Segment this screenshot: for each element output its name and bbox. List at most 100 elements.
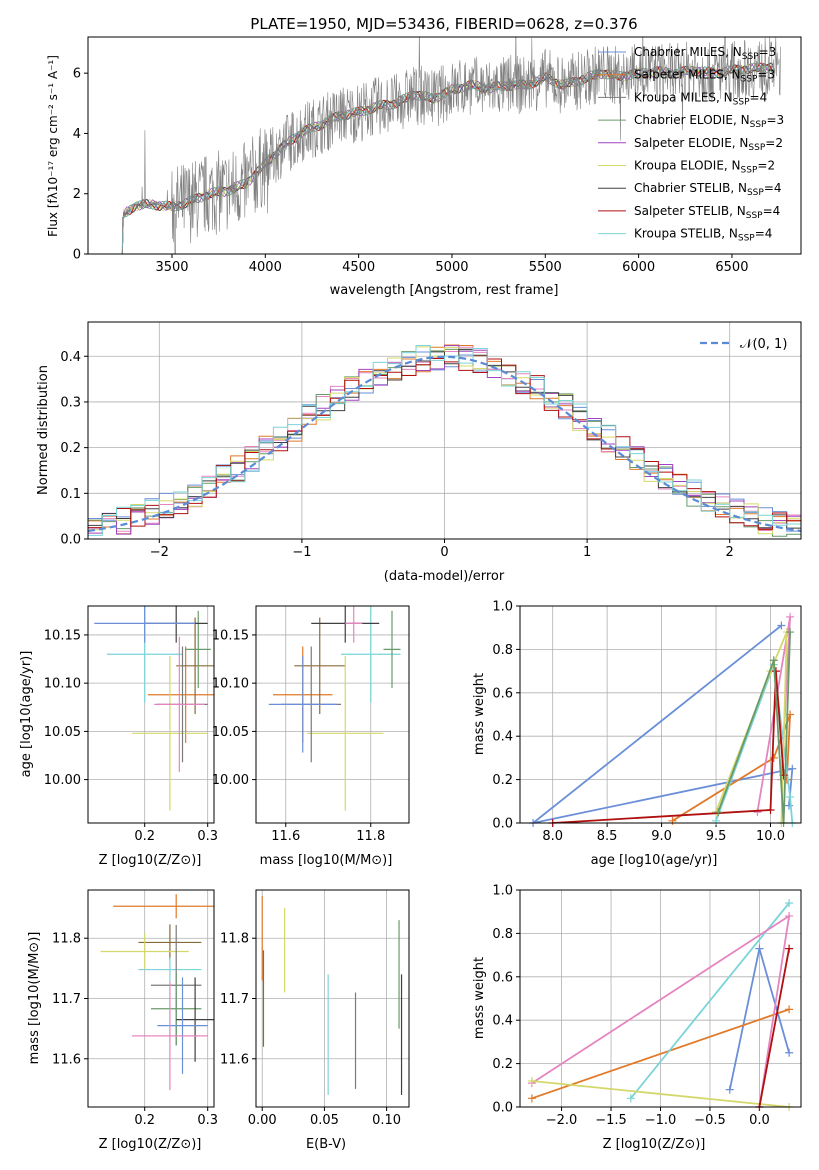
panel3-ticklabel-x: 0.2: [134, 829, 155, 844]
panel1-legend-label: Salpeter ELODIE, NSSP=2: [634, 136, 783, 153]
panel8-ticklabel-y: 1.0: [492, 884, 513, 899]
panel2-ticklabel-x: 1: [583, 545, 591, 560]
panel7-ticklabel-y: 11.8: [220, 932, 249, 947]
panel4-ticklabel-x: 11.8: [356, 829, 385, 844]
panel1-legend-label: Chabrier MILES, NSSP=3: [634, 45, 776, 62]
panel2-legend-label: 𝒩(0, 1): [740, 337, 787, 352]
panel2-ticklabel-y: 0.0: [60, 533, 81, 548]
panel3-ylabel: age [log10(age/yr)]: [19, 651, 34, 778]
panel1-legend-label: Kroupa STELIB, NSSP=4: [634, 227, 772, 244]
panel4-xlabel: mass [log10(M/M⊙)]: [260, 853, 393, 868]
panel8-ticklabel-y: 0.0: [492, 1101, 513, 1116]
panel8-ticklabel-y: 0.6: [492, 970, 513, 985]
panel8-ticklabel-x: −0.5: [694, 1113, 726, 1128]
panel5-ticklabel-y: 0.8: [492, 643, 513, 658]
panel5-ticklabel-y: 0.0: [492, 817, 513, 832]
panel5-marker: [786, 628, 795, 637]
panel7-ticklabel-x: 0.00: [248, 1113, 277, 1128]
panel2-ticklabel-y: 0.3: [60, 395, 81, 410]
panel1-legend-label: Chabrier ELODIE, NSSP=3: [634, 113, 784, 130]
panel1-legend-label: Salpeter MILES, NSSP=3: [634, 68, 775, 85]
panel7-axes: 0.00 0.05 0.10 11.6 11.7 11.8: [220, 889, 410, 1128]
panel5-ticklabel-y: 0.6: [492, 686, 513, 701]
panel8-ylabel: mass weight: [472, 957, 487, 1039]
panel8-marker: [527, 1076, 536, 1085]
panel8-marker: [755, 944, 764, 953]
panel8-marker: [785, 912, 794, 921]
panel5-marker: [712, 816, 721, 825]
panel1-xlabel: wavelength [Angstrom, rest frame]: [330, 283, 559, 298]
panel2-ticklabel-x: 0: [440, 545, 448, 560]
panel4-ticklabel-y: 10.10: [212, 677, 249, 692]
panel5-ticklabel-y: 1.0: [492, 600, 513, 615]
panel8-ticklabel-y: 0.8: [492, 927, 513, 942]
panel3-ticklabel-x: 0.3: [197, 829, 218, 844]
panel8-frame: [519, 889, 802, 1108]
panel5-marker: [769, 753, 778, 762]
panel6-ticklabel-y: 11.6: [52, 1052, 81, 1067]
panel5-marker: [766, 805, 775, 814]
panel6-ticklabel-y: 11.8: [52, 932, 81, 947]
panel7-ticklabel-x: 0.10: [372, 1113, 401, 1128]
panel1-ticklabel-y: 4: [73, 127, 81, 142]
panel1-frame: [87, 36, 802, 255]
panel5-marker: [788, 764, 797, 773]
panel2-ticklabel-y: 0.2: [60, 441, 81, 456]
panel8-series-line: [758, 948, 790, 1107]
panel3-frame: [87, 605, 215, 824]
panel8-xlabel: Z [log10(Z/Z⊙)]: [603, 1137, 706, 1152]
panel1-legend-label: Kroupa ELODIE, NSSP=2: [634, 159, 775, 176]
panel1-ticklabel-y: 0: [73, 248, 81, 263]
panel5-ticklabel-x: 9.5: [706, 829, 727, 844]
panel8-series-line: [630, 902, 790, 1099]
panel6-ticklabel-x: 0.2: [134, 1113, 155, 1128]
panel2-ylabel: Normed distribution: [36, 365, 51, 495]
panel2-ticklabel-y: 0.1: [60, 487, 81, 502]
panel1-ticklabel-x: 6000: [622, 260, 655, 275]
panel1-ticklabel-x: 6500: [715, 260, 748, 275]
panel8-ticklabel-y: 0.4: [492, 1014, 513, 1029]
panel1-ticklabel-y: 6: [73, 67, 81, 82]
panel5-ticklabel-x: 8.0: [542, 829, 563, 844]
panel5-ylabel: mass weight: [472, 673, 487, 755]
panel2-normal-curve: [88, 355, 801, 533]
panel8-axes: −2.0 −1.5 −1.0 −0.5 0.0 0.0 0.2 0.4 0.6 0.8 1.0: [492, 884, 802, 1128]
panel5-series-line: [532, 624, 794, 823]
panel6-frame: [87, 889, 215, 1108]
panel5-ticklabel-x: 9.0: [651, 829, 672, 844]
panel7-xlabel: E(B-V): [306, 1137, 346, 1152]
panel6-axes: 0.2 0.3 11.6 11.7 11.8: [52, 889, 218, 1128]
panel1-title: PLATE=1950, MJD=53436, FIBERID=0628, z=0…: [250, 15, 637, 33]
panel8-marker: [785, 1048, 794, 1057]
panel3-ticklabel-y: 10.05: [44, 725, 81, 740]
panel8-ticklabel-x: 0.0: [749, 1113, 770, 1128]
panel2-ticklabel-y: 0.4: [60, 350, 81, 365]
panel6-ylabel: mass [log10(M/M⊙)]: [27, 932, 42, 1065]
panel4-ticklabel-y: 10.00: [212, 773, 249, 788]
panel7-ticklabel-x: 0.05: [310, 1113, 339, 1128]
panel1-ticklabel-x: 5000: [435, 260, 468, 275]
panel3-ticklabel-y: 10.00: [44, 773, 81, 788]
panel5-marker: [786, 612, 795, 621]
panel8-ticklabel-x: −1.5: [595, 1113, 627, 1128]
panel1-ticklabel-y: 2: [73, 187, 81, 202]
panel8-ticklabel-y: 0.2: [492, 1057, 513, 1072]
panel6-ticklabel-x: 0.3: [197, 1113, 218, 1128]
panel5-series-line: [717, 631, 791, 823]
panel1-legend-label: Kroupa MILES, NSSP=4: [634, 90, 767, 107]
panel7-ticklabel-y: 11.7: [220, 992, 249, 1007]
panel1-ticklabel-x: 5500: [529, 260, 562, 275]
panel5-ticklabel-y: 0.2: [492, 773, 513, 788]
panel3-axes: 0.2 0.3 10.00 10.05 10.10 10.15: [44, 605, 218, 844]
panel7-frame: [255, 889, 410, 1108]
panel4-frame: [255, 605, 410, 824]
panel5-xlabel: age [log10(age/yr)]: [591, 853, 718, 868]
panel5-ticklabel-x: 10.0: [756, 829, 785, 844]
panel7-ticklabel-y: 11.6: [220, 1052, 249, 1067]
panel8-series-line: [531, 1008, 790, 1100]
panel5-marker: [771, 667, 780, 676]
panel2-ticklabel-x: −2: [150, 545, 169, 560]
panel1-axes: 3500 4000 4500 5000 5500 6000 6500 0 2 4 6 Chabrier…: [73, 36, 802, 275]
panel1-ticklabel-x: 4000: [249, 260, 282, 275]
